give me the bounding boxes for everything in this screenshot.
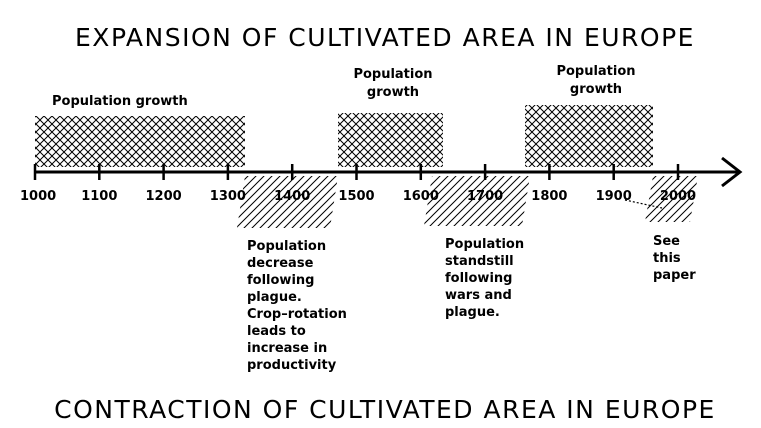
expansion-label: growth [367,85,419,100]
contraction-label: wars and [445,288,512,303]
contraction-label: paper [653,268,696,283]
expansion-label: Population [353,67,432,82]
expansion-label: Population growth [52,94,188,109]
contraction-label: this [653,251,681,266]
top-title: EXPANSION OF CULTIVATED AREA IN EUROPE [75,23,695,52]
tick-label: 1000 [20,189,56,204]
contraction-period [237,176,338,228]
expansion-period [338,113,443,167]
expansion-label: Population [556,64,635,79]
expansion-label: growth [570,82,622,97]
expansion-period [35,116,245,167]
contraction-label: plague. [445,305,500,320]
tick-label: 1100 [81,189,117,204]
tick-label: 1200 [146,189,182,204]
contraction-label: standstill [445,254,514,269]
contraction-label: plague. [247,290,302,305]
bottom-title: CONTRACTION OF CULTIVATED AREA IN EUROPE [54,395,716,424]
contraction-period [424,176,530,226]
contraction-period [645,176,698,222]
tick-label: 1400 [274,189,310,204]
contraction-label: following [445,271,512,286]
contraction-label: following [247,273,314,288]
contraction-label: leads to [247,324,306,339]
expansion-period [525,105,653,167]
contraction-label: productivity [247,358,337,373]
axis-arrow [721,156,743,188]
contraction-label: Crop–rotation [247,307,347,322]
contraction-label: See [653,234,680,249]
tick-label: 1700 [467,189,503,204]
tick-label: 1500 [338,189,374,204]
contraction-label: increase in [247,341,327,356]
contraction-label: Population [445,237,524,252]
contraction-label: decrease [247,256,314,271]
tick-label: 1900 [596,189,632,204]
tick-label: 1300 [210,189,246,204]
tick-label: 2000 [660,189,696,204]
contraction-label: Population [247,239,326,254]
tick-label: 1800 [531,189,567,204]
tick-label: 1600 [403,189,439,204]
